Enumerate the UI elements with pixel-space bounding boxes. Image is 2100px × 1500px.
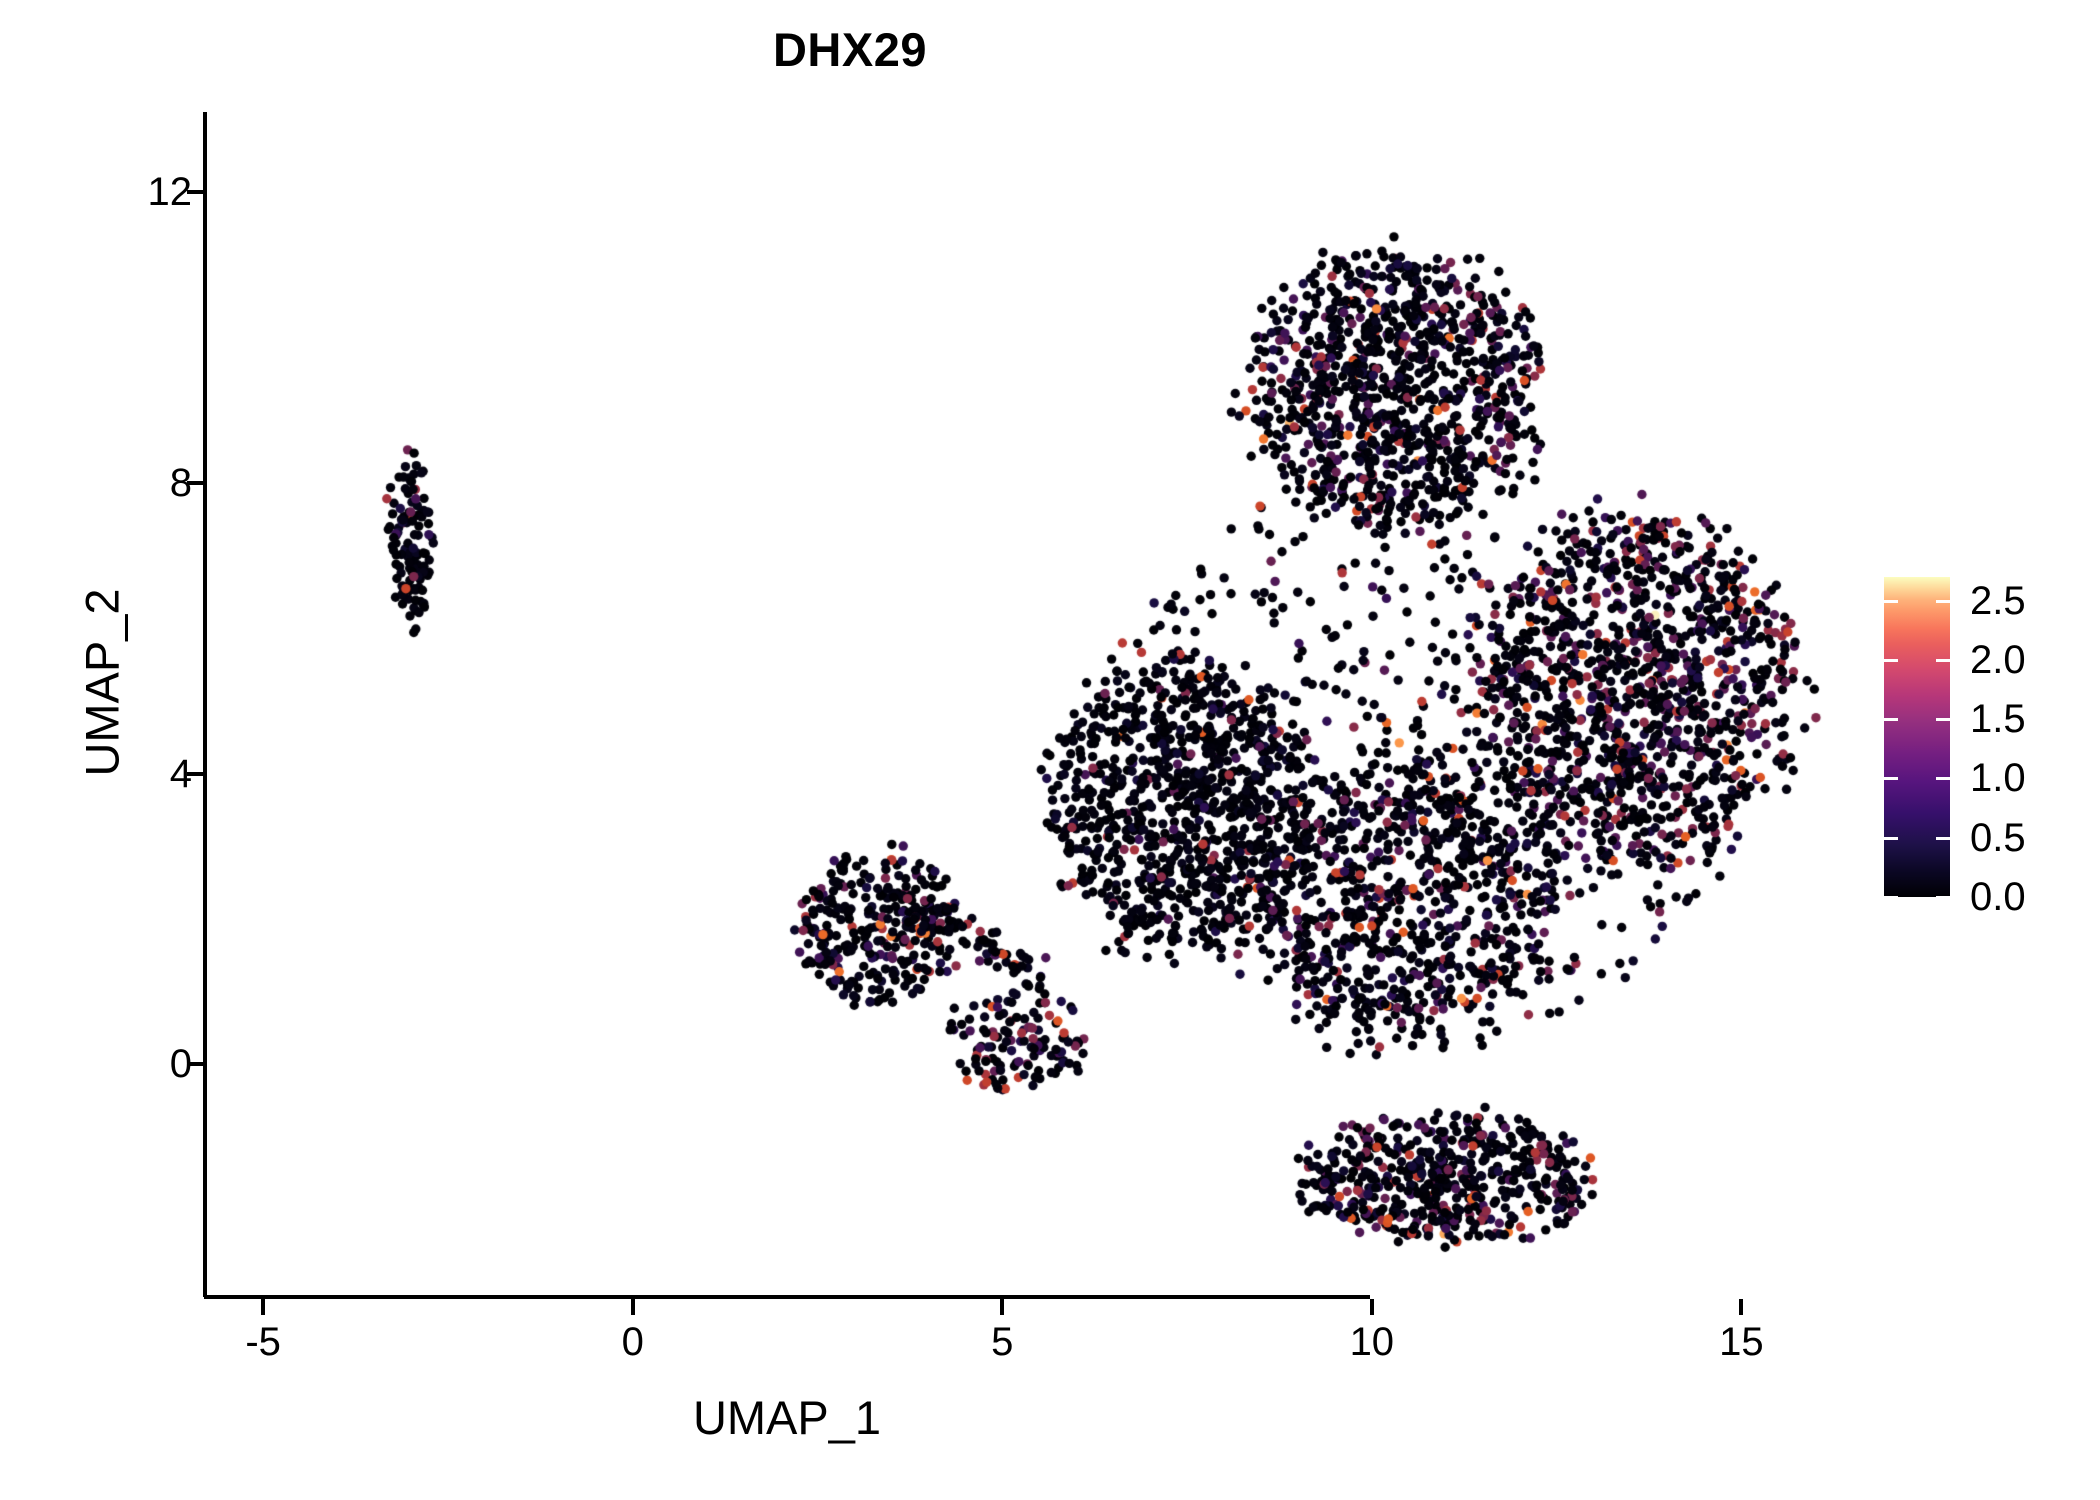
colorbar-tick-mark xyxy=(1936,777,1950,781)
x-tick-label: 5 xyxy=(991,1320,1014,1364)
colorbar-tick-mark xyxy=(1936,836,1950,840)
colorbar-tick-mark xyxy=(1936,658,1950,662)
y-tick-label: 12 xyxy=(147,169,193,214)
x-tick-mark xyxy=(630,1299,635,1315)
y-tick-mark xyxy=(187,771,203,776)
colorbar-tick-mark xyxy=(1884,658,1898,662)
colorbar-tick-label: 0.5 xyxy=(1970,815,2026,860)
x-tick-label: 15 xyxy=(1719,1320,1764,1364)
colorbar-tick-mark xyxy=(1936,599,1950,603)
x-tick-label: 0 xyxy=(621,1320,644,1364)
y-tick-label: 8 xyxy=(169,460,192,505)
x-tick-label: 10 xyxy=(1349,1320,1395,1364)
y-tick-label: 0 xyxy=(169,1042,192,1087)
x-tick-label: -5 xyxy=(245,1320,281,1364)
colorbar-tick-mark xyxy=(1884,896,1898,899)
x-tick-mark xyxy=(1000,1299,1005,1315)
x-axis-title: UMAP_1 xyxy=(692,1391,882,1444)
colorbar-tick-mark xyxy=(1884,718,1898,722)
page-title: DHX29 xyxy=(772,23,927,76)
colorbar-tick-mark xyxy=(1936,896,1950,899)
x-tick-mark xyxy=(261,1299,266,1315)
x-tick-mark xyxy=(1739,1299,1744,1315)
colorbar-gradient xyxy=(1884,577,1950,899)
colorbar-tick-label: 2.5 xyxy=(1970,578,2026,623)
colorbar-tick-label: 1.5 xyxy=(1970,697,2026,742)
colorbar-tick-label: 0.0 xyxy=(1970,875,2026,919)
colorbar-tick-label: 1.0 xyxy=(1970,756,2026,801)
y-tick-label: 4 xyxy=(169,751,192,796)
scatter-plot-canvas xyxy=(204,112,1904,1297)
y-tick-mark xyxy=(187,1062,203,1067)
y-tick-mark xyxy=(187,189,203,194)
x-tick-mark xyxy=(1369,1299,1374,1315)
x-axis-line xyxy=(204,1295,1370,1299)
colorbar-tick-mark xyxy=(1936,718,1950,722)
colorbar-tick-label: 2.0 xyxy=(1970,637,2026,682)
y-axis-title: UMAP_2 xyxy=(75,588,129,777)
y-tick-mark xyxy=(187,480,203,485)
colorbar-tick-mark xyxy=(1884,836,1898,840)
y-axis-line xyxy=(203,112,207,1297)
colorbar-legend: 2.5 2.0 1.5 1.0 0.5 0.0 xyxy=(1884,577,2026,917)
colorbar-tick-mark xyxy=(1884,599,1898,603)
colorbar-tick-mark xyxy=(1884,777,1898,781)
